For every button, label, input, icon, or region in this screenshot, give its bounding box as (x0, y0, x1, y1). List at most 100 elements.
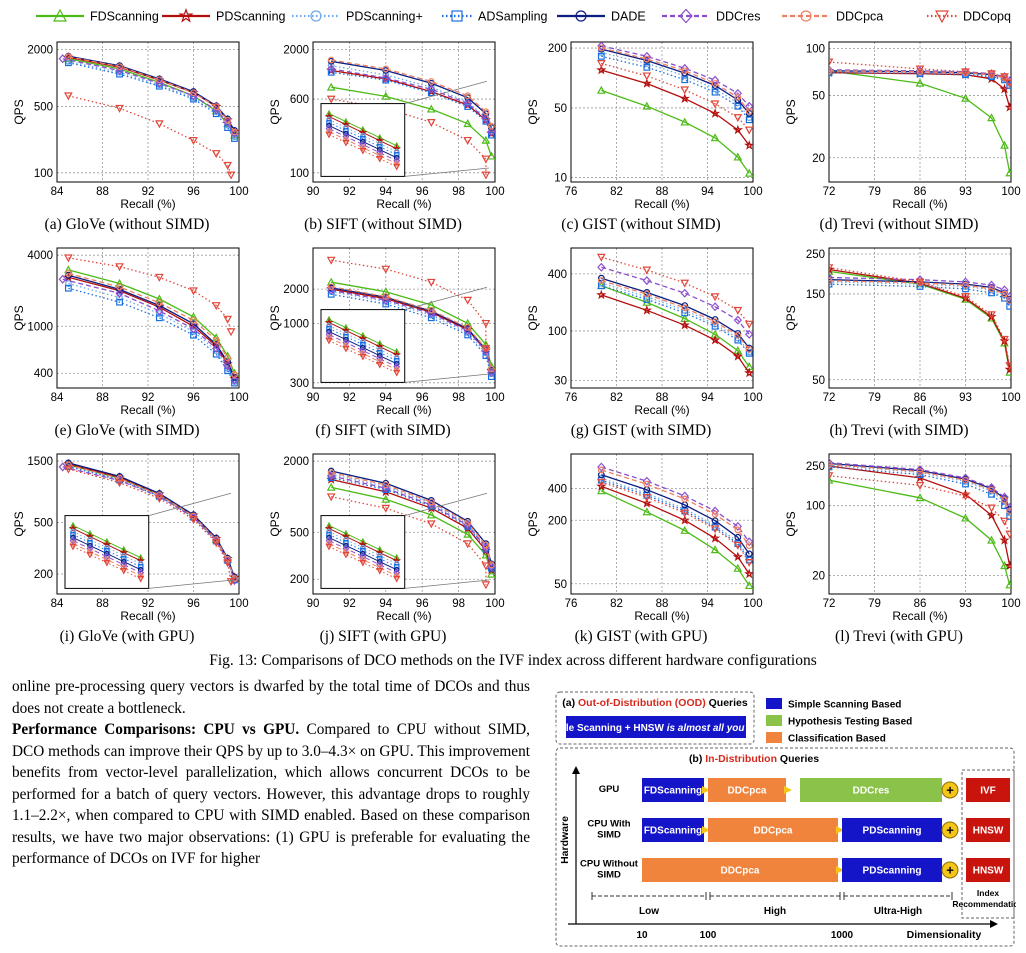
data-point (463, 540, 473, 549)
method-segment (642, 858, 838, 882)
y-tick-label: 20 (812, 570, 825, 582)
data-point (596, 253, 606, 262)
chart-panel-f: 300 1000 2000 90 92 94 96 98 100 Recall (%) QPS (f)… (258, 242, 508, 439)
inset-data-point (376, 140, 383, 147)
series-dade (64, 271, 238, 381)
x-tick-label: 82 (610, 186, 623, 198)
inset-data-point (325, 131, 333, 139)
series-ddcopq (596, 60, 753, 135)
series-group (58, 254, 239, 387)
data-point (231, 135, 238, 142)
index-recommendation-label: Index (977, 888, 999, 898)
inset-data-point (376, 155, 384, 163)
method-segment (708, 818, 838, 842)
y-tick-label: 1000 (27, 321, 53, 333)
data-point (829, 273, 834, 283)
chart-panel-a: 100 500 2000 84 88 92 96 100 Recall (%) QPS (a) Gl… (2, 36, 252, 233)
inset-data-point (104, 547, 110, 554)
inset-series-line (328, 128, 397, 162)
data-point (1000, 140, 1009, 149)
inset-data-point (120, 545, 128, 553)
x-tick-label: 93 (959, 392, 972, 404)
series-line (331, 477, 493, 569)
data-point (988, 285, 995, 293)
inset-data-point (376, 564, 383, 571)
inset-data-point (376, 349, 383, 356)
inset-data-point (342, 345, 350, 353)
method-segment (642, 778, 704, 802)
series-line (601, 89, 750, 174)
y-axis-label: QPS (268, 99, 282, 124)
inset-data-point (137, 572, 144, 579)
inset-data-point (376, 152, 383, 159)
series-line (68, 282, 235, 382)
x-tick-label: 88 (96, 392, 109, 404)
series-adsampling (597, 52, 753, 124)
data-point (326, 95, 336, 104)
data-point (681, 76, 689, 84)
data-point (642, 72, 652, 81)
inset-data-point (393, 360, 400, 367)
data-point (711, 517, 719, 525)
legend-marker-icon (575, 10, 587, 22)
plus-icon (941, 821, 959, 839)
index-label: HNSW (973, 866, 1004, 877)
data-point (733, 521, 743, 531)
plot-frame (56, 41, 240, 183)
y-tick-label: 100 (806, 501, 825, 513)
inset-data-point (342, 529, 350, 537)
data-point (745, 345, 753, 353)
x-tick-label: 86 (914, 598, 927, 610)
inset-data-point (360, 547, 366, 554)
series-line (601, 294, 750, 374)
chart-svg: 50 150 250 72 79 86 93 100 Recall (%) QPS (784, 247, 1021, 417)
series-ddcopq (64, 254, 236, 337)
inset-data-point (376, 346, 383, 353)
x-tick-label: 88 (656, 598, 669, 610)
data-point (829, 458, 834, 468)
hardware-label: SIMD (597, 870, 621, 881)
inset-series-line (328, 134, 397, 168)
inset-series-line (328, 119, 397, 153)
data-point (710, 108, 721, 118)
data-point (679, 93, 690, 104)
data-point (64, 465, 73, 474)
inset-data-point (325, 543, 333, 551)
inset-data-point (137, 560, 144, 567)
data-point (426, 278, 436, 287)
y-axis-label: QPS (12, 511, 26, 536)
data-point (681, 67, 689, 75)
y-tick-label: 100 (34, 168, 53, 180)
y-tick-label: 4000 (27, 250, 53, 262)
data-point (734, 533, 742, 541)
data-point (155, 120, 164, 129)
inset-data-point (376, 552, 383, 559)
inset-data-point (376, 146, 383, 153)
method-segment (800, 778, 942, 802)
inset-data-point (393, 553, 401, 561)
inset-series-line (328, 534, 397, 568)
data-point (155, 299, 163, 307)
inset-data-point (360, 344, 366, 351)
y-tick-label: 200 (34, 569, 53, 581)
ood-frame (555, 691, 755, 745)
series-group (58, 458, 239, 587)
inset-data-point (393, 148, 400, 155)
inset-data-point (86, 551, 94, 559)
data-point (961, 473, 970, 483)
inset-data-point (326, 119, 332, 126)
chart-svg: 400 1000 4000 84 88 92 96 100 Recall (%) QPS (12, 247, 249, 417)
inset-data-point (325, 124, 333, 133)
plot-frame (312, 41, 496, 183)
series-line (829, 70, 1011, 174)
inset-data-point (325, 536, 333, 545)
x-tick-label: 86 (914, 392, 927, 404)
data-point (642, 507, 652, 516)
data-point (115, 104, 124, 113)
data-point (679, 515, 690, 525)
index-label: HNSW (973, 826, 1004, 837)
data-point (1005, 79, 1011, 88)
legend-label: ADSampling (478, 10, 548, 24)
series-ddcpca (597, 44, 753, 115)
data-point (189, 287, 198, 296)
